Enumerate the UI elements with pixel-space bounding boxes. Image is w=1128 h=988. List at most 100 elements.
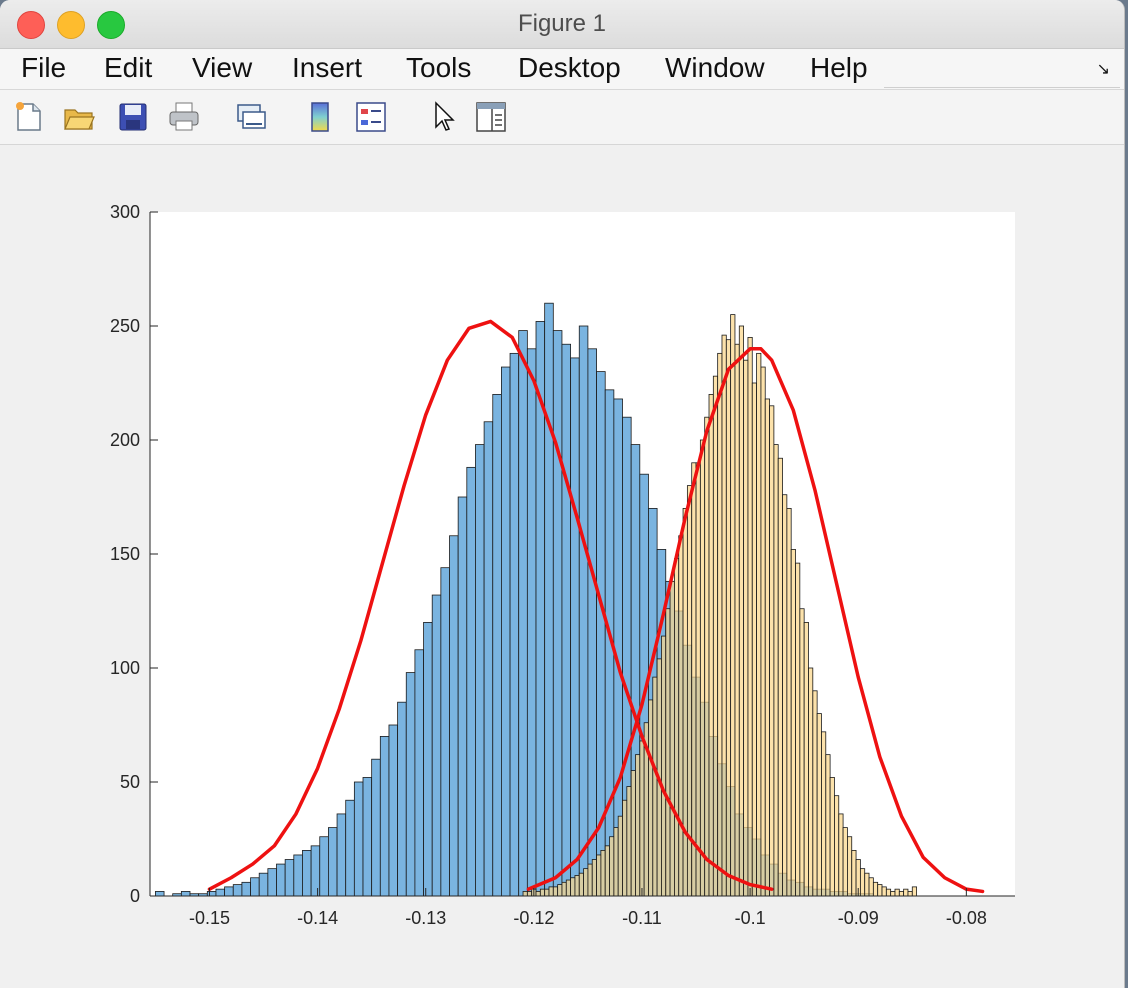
histogram-bar <box>725 339 732 897</box>
histogram-bar <box>851 850 857 897</box>
x-tick-label: -0.13 <box>405 908 446 928</box>
histogram-bar <box>898 891 905 897</box>
histogram-bar <box>206 891 217 897</box>
histogram-bar <box>180 891 191 897</box>
histogram-bar <box>302 850 312 897</box>
histogram-bar <box>613 827 619 897</box>
new-figure-icon[interactable] <box>12 100 46 134</box>
histogram-bar <box>847 836 853 897</box>
histogram-bar <box>570 357 580 897</box>
histogram-bar <box>782 494 788 897</box>
histogram-bar <box>570 877 576 897</box>
histogram-bar <box>786 507 792 897</box>
histogram-bar <box>622 799 628 897</box>
y-tick-label: 200 <box>110 430 140 450</box>
histogram-bar <box>890 891 896 897</box>
histogram-bar <box>864 872 870 897</box>
histogram-bar <box>526 348 537 897</box>
menu-file[interactable]: File <box>21 52 67 83</box>
histogram-bar <box>751 382 757 897</box>
histogram-bar <box>648 699 654 897</box>
histogram-bar <box>721 334 727 897</box>
menu-bar: File Edit View Insert Tools Desktop Wind… <box>0 49 1124 90</box>
edit-plot-pointer-icon[interactable] <box>427 100 461 134</box>
histogram-bar <box>440 567 450 897</box>
histogram-bar <box>526 891 533 897</box>
histogram-bar <box>397 701 407 897</box>
menu-edit[interactable]: Edit <box>104 52 153 83</box>
histogram-bar <box>747 336 753 897</box>
histogram-bar <box>449 535 459 897</box>
histogram-bar <box>829 777 835 897</box>
histogram-bar <box>552 330 563 897</box>
histogram-bar <box>894 888 900 897</box>
y-tick-label: 300 <box>110 202 140 222</box>
histogram-bar <box>712 375 719 897</box>
histogram-bar <box>911 886 918 897</box>
histogram-bar <box>617 815 623 897</box>
histogram-bar <box>276 863 286 897</box>
histogram-bar <box>695 462 701 897</box>
menu-help[interactable]: Help <box>810 52 868 83</box>
zoom-window-button[interactable] <box>97 11 125 39</box>
histogram-bar <box>630 770 636 897</box>
histogram-bar <box>717 352 723 897</box>
histogram-bar <box>492 393 502 897</box>
print-icon[interactable] <box>167 100 201 134</box>
histogram-bar <box>734 343 740 897</box>
histogram-bar <box>756 352 762 897</box>
histogram-bar <box>885 888 892 897</box>
histogram-bar <box>522 891 528 897</box>
close-window-button[interactable] <box>17 11 45 39</box>
property-inspector-icon[interactable] <box>474 100 508 134</box>
histogram-bar <box>267 868 277 897</box>
title-bar[interactable]: Figure 1 <box>0 0 1124 49</box>
histogram-bar <box>552 886 559 897</box>
histogram-bar <box>258 872 269 897</box>
histogram-bar <box>336 813 347 897</box>
insert-legend-icon[interactable] <box>354 100 388 134</box>
histogram-bar <box>431 594 442 897</box>
histogram-bar <box>241 881 251 897</box>
histogram-bar <box>842 827 848 897</box>
histogram-bar <box>682 507 688 897</box>
histogram-bar <box>600 850 606 897</box>
histogram-bar <box>691 462 697 897</box>
y-tick-label: 250 <box>110 316 140 336</box>
menu-insert[interactable]: Insert <box>292 52 363 83</box>
menu-desktop[interactable]: Desktop <box>518 52 621 83</box>
save-icon[interactable] <box>116 100 150 134</box>
open-file-icon[interactable] <box>62 100 96 134</box>
y-tick-label: 0 <box>130 886 140 906</box>
insert-colorbar-icon[interactable] <box>303 100 337 134</box>
minimize-window-button[interactable] <box>57 11 85 39</box>
histogram-chart[interactable]: 0 50 100 150 200 250 300 -0.15 -0.14 -0.13 -0.12 -0… <box>0 145 1124 988</box>
histogram-bar <box>903 888 909 897</box>
histogram-bar <box>859 868 866 897</box>
histogram-bar <box>539 888 546 897</box>
histogram-bar <box>881 886 887 897</box>
x-tick-label: -0.12 <box>513 908 554 928</box>
histogram-bar <box>557 884 563 897</box>
x-tick-label: -0.1 <box>735 908 766 928</box>
plot-area: 0 50 100 150 200 250 300 -0.15 -0.14 -0.13 -0.12 -0… <box>0 145 1124 988</box>
dock-figure-icon[interactable]: ↘ <box>1096 61 1110 78</box>
histogram-bar <box>405 672 416 897</box>
x-tick-label: -0.09 <box>838 908 879 928</box>
histogram-bar <box>501 366 511 897</box>
histogram-bar <box>475 444 485 897</box>
menu-window[interactable]: Window <box>665 52 765 83</box>
y-tick-label: 150 <box>110 544 140 564</box>
histogram-bar <box>790 549 796 897</box>
menu-tools[interactable]: Tools <box>406 52 472 83</box>
link-plot-icon[interactable] <box>234 100 268 134</box>
histogram-bar <box>872 881 879 897</box>
histogram-bar <box>877 884 883 897</box>
histogram-bar <box>799 608 805 897</box>
histogram-bar <box>535 891 541 897</box>
histogram-bar <box>371 758 381 897</box>
menu-view[interactable]: View <box>192 52 253 83</box>
histogram-bar <box>457 496 468 897</box>
histogram-bar <box>215 888 226 897</box>
menu-divider <box>884 87 1120 88</box>
